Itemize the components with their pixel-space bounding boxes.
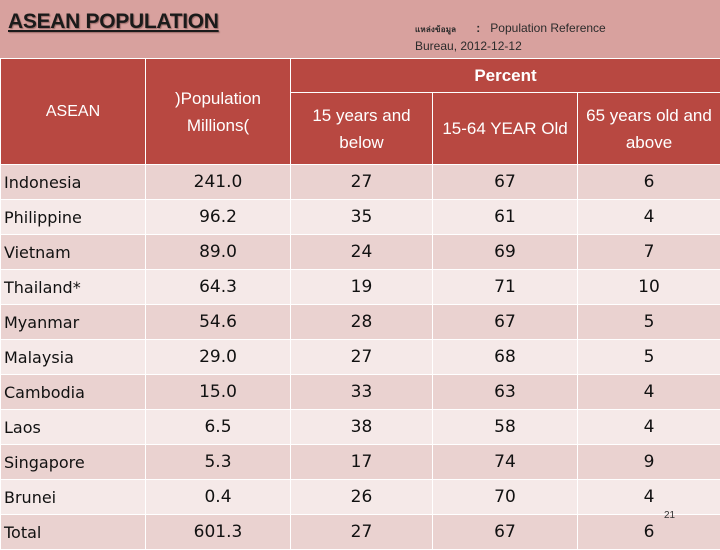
cell-country: Laos [1,410,146,445]
table-row: Singapore 5.3 17 74 9 [1,445,720,480]
source-colon: : [476,21,480,35]
cell-15-64: 58 [433,410,578,445]
cell-population: 241.0 [146,165,291,200]
cell-15-64: 67 [433,515,578,550]
source-text-line2: Bureau, 2012-12-12 [415,38,606,54]
cell-population: 0.4 [146,480,291,515]
cell-population: 89.0 [146,235,291,270]
cell-below-15: 35 [291,200,433,235]
table-row: Vietnam 89.0 24 69 7 [1,235,720,270]
header-age-15-64: 15-64 YEAR Old [433,93,578,165]
header-population-line2: Millions( [146,112,290,139]
header-age-65-plus-line1: 65 years old and [578,102,720,129]
cell-country: Brunei [1,480,146,515]
cell-country: Philippine [1,200,146,235]
header-population-line1: )Population [146,85,290,112]
table-row: Laos 6.5 38 58 4 [1,410,720,445]
table-row: Thailand* 64.3 19 71 10 [1,270,720,305]
cell-population: 6.5 [146,410,291,445]
cell-country: Singapore [1,445,146,480]
cell-15-64: 63 [433,375,578,410]
cell-above-65: 5 [578,340,720,375]
cell-15-64: 67 [433,165,578,200]
cell-country: Total [1,515,146,550]
cell-country: Indonesia [1,165,146,200]
table-row: Brunei 0.4 26 70 4 [1,480,720,515]
table-row-total: Total 601.3 27 67 6 [1,515,720,550]
cell-above-65: 9 [578,445,720,480]
cell-above-65: 10 [578,270,720,305]
cell-above-65: 4 [578,410,720,445]
cell-below-15: 26 [291,480,433,515]
cell-population: 5.3 [146,445,291,480]
cell-15-64: 74 [433,445,578,480]
cell-country: Thailand* [1,270,146,305]
cell-country: Vietnam [1,235,146,270]
cell-below-15: 27 [291,340,433,375]
cell-15-64: 70 [433,480,578,515]
cell-above-65: 5 [578,305,720,340]
header-percent: Percent [291,59,720,93]
cell-below-15: 38 [291,410,433,445]
cell-below-15: 33 [291,375,433,410]
cell-population: 601.3 [146,515,291,550]
cell-population: 29.0 [146,340,291,375]
cell-country: Cambodia [1,375,146,410]
cell-above-65: 4 [578,480,720,515]
cell-15-64: 68 [433,340,578,375]
table-row: Indonesia 241.0 27 67 6 [1,165,720,200]
header-country: ASEAN [1,59,146,165]
population-table: ASEAN )Population Millions( Percent 15 y… [0,58,720,550]
cell-below-15: 24 [291,235,433,270]
cell-country: Myanmar [1,305,146,340]
cell-above-65: 4 [578,200,720,235]
slide-title: ASEAN POPULATION [8,10,219,34]
table-row: Philippine 96.2 35 61 4 [1,200,720,235]
header-age-under-15-line2: below [291,129,432,156]
cell-below-15: 27 [291,165,433,200]
table-row: Malaysia 29.0 27 68 5 [1,340,720,375]
cell-population: 64.3 [146,270,291,305]
source-label: แหล่งข้อมูล [415,25,456,34]
cell-population: 54.6 [146,305,291,340]
cell-population: 15.0 [146,375,291,410]
cell-15-64: 69 [433,235,578,270]
table-row: Myanmar 54.6 28 67 5 [1,305,720,340]
header-age-under-15-line1: 15 years and [291,102,432,129]
source-text: Population Reference [490,21,605,35]
cell-15-64: 61 [433,200,578,235]
cell-country: Malaysia [1,340,146,375]
cell-above-65: 7 [578,235,720,270]
cell-population: 96.2 [146,200,291,235]
header-population: )Population Millions( [146,59,291,165]
cell-15-64: 71 [433,270,578,305]
cell-above-65: 6 [578,515,720,550]
cell-below-15: 28 [291,305,433,340]
table-row: Cambodia 15.0 33 63 4 [1,375,720,410]
cell-below-15: 17 [291,445,433,480]
header-age-65-plus: 65 years old and above [578,93,720,165]
cell-below-15: 19 [291,270,433,305]
cell-above-65: 4 [578,375,720,410]
source-note: แหล่งข้อมูล: Population Reference Bureau,… [415,20,606,54]
cell-above-65: 6 [578,165,720,200]
cell-15-64: 67 [433,305,578,340]
header-age-under-15: 15 years and below [291,93,433,165]
header-age-65-plus-line2: above [578,129,720,156]
page-number: 21 [664,510,675,521]
cell-below-15: 27 [291,515,433,550]
